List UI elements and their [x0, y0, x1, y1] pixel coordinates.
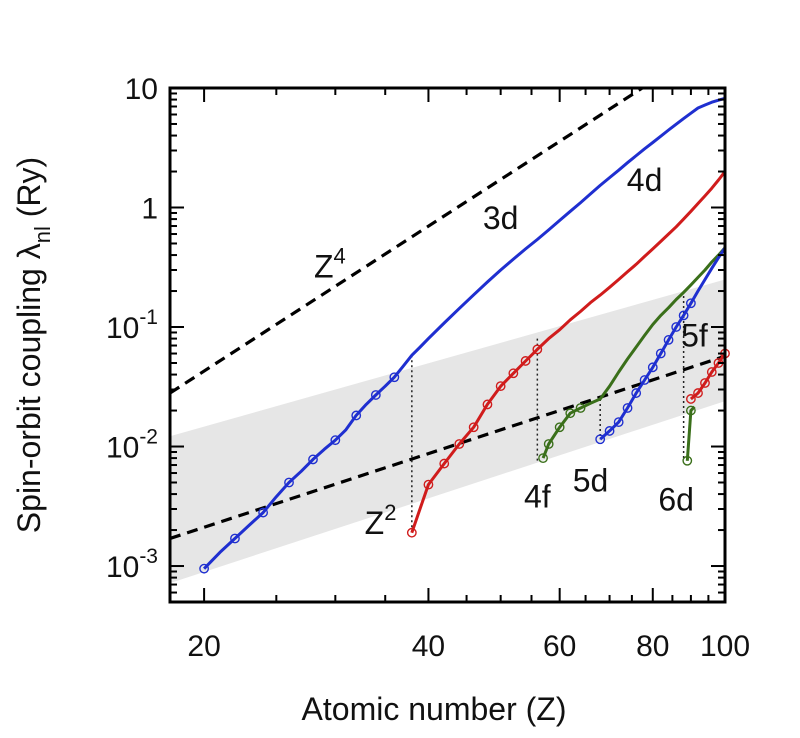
y-axis-label: Spin-orbit coupling λnl (Ry) — [11, 157, 55, 533]
y-axis-label-sub: nl — [30, 226, 55, 243]
curve-label-text: 3d — [483, 200, 519, 236]
series-3-point-7 — [655, 348, 666, 359]
curve-label-7: Z2 — [365, 500, 397, 541]
series-1-point-6 — [495, 381, 506, 392]
series-0-point-5 — [330, 435, 341, 446]
curve-label-text: 4f — [524, 479, 551, 515]
curve-label-6: Z4 — [314, 244, 346, 285]
series-4-point-1 — [685, 405, 696, 416]
series-1-point-1 — [423, 479, 434, 490]
series-1-point-8 — [520, 356, 531, 366]
series-0-point-3 — [284, 477, 294, 488]
series-0-point-2 — [258, 507, 269, 518]
series-0-point-8 — [389, 372, 400, 383]
series-5-point-3 — [706, 367, 717, 377]
series-1-point-0 — [406, 527, 417, 538]
series-3-point-8 — [663, 335, 674, 345]
curve-label-text: Z — [314, 249, 334, 285]
series-3-point-5 — [639, 375, 650, 385]
series-2-point-4 — [575, 403, 586, 413]
y-tick-label-exp: -2 — [139, 426, 158, 449]
series-5-point-0 — [685, 394, 696, 404]
series-1-point-5 — [482, 399, 493, 410]
y-tick-label: 10 — [125, 73, 158, 106]
y-tick-label-exp: -1 — [139, 306, 158, 329]
series-3-point-6 — [647, 362, 658, 373]
series-5-point-1 — [693, 388, 703, 398]
series-4-point-0 — [682, 455, 693, 466]
y-axis-label-main: Spin-orbit coupling λ — [11, 243, 47, 533]
series-3-point-0 — [595, 434, 606, 445]
series-0-point-4 — [308, 454, 318, 465]
y-tick-label: 1 — [141, 193, 158, 226]
series-3-point-2 — [613, 417, 624, 428]
series-1-point-9 — [532, 344, 543, 355]
shaded-band — [170, 279, 725, 584]
series-3-point-1 — [604, 426, 615, 436]
x-tick-label: 60 — [543, 630, 576, 663]
curve-label-1: 4d — [627, 162, 663, 198]
series-2-point-0 — [538, 453, 548, 464]
curve-label-2: 5f — [681, 317, 708, 353]
curve-label-exp: 4 — [334, 244, 346, 269]
y-tick-label-base: 10 — [125, 73, 158, 106]
series-2-point-3 — [565, 408, 576, 419]
plot-area — [170, 88, 730, 584]
curve-label-5: 6d — [658, 482, 694, 518]
series-0-point-1 — [230, 533, 240, 544]
series-line-4 — [685, 405, 696, 461]
series-3-point-11 — [685, 298, 696, 309]
y-tick-label: 10-3 — [106, 545, 158, 584]
curve-label-text: 5d — [573, 462, 609, 498]
series-0-point-6 — [351, 410, 362, 421]
series-3-point-4 — [631, 388, 642, 398]
x-axis-label: Atomic number (Z) — [302, 691, 567, 727]
series-0-point-0 — [199, 563, 210, 574]
series-3-point-10 — [678, 310, 689, 321]
curve-label-text: 4d — [627, 162, 663, 198]
series-3-point-9 — [671, 322, 682, 332]
series-1-point-2 — [439, 458, 450, 469]
y-tick-label-base: 10 — [106, 551, 139, 584]
y-tick-label: 10-1 — [106, 306, 158, 345]
y-axis-label-unit: (Ry) — [11, 157, 47, 226]
x-tick-label: 40 — [412, 630, 445, 663]
series-1-point-3 — [454, 439, 465, 449]
series-1-point-7 — [508, 368, 519, 379]
y-tick-label-base: 1 — [141, 193, 158, 226]
curve-label-4: 5d — [573, 462, 609, 498]
plot-inner — [170, 88, 725, 584]
series-2-point-1 — [543, 439, 554, 449]
y-tick-label: 10-2 — [106, 426, 158, 465]
series-1-point-4 — [468, 422, 479, 433]
series-5-point-2 — [700, 378, 710, 388]
curve-label-0: 3d — [483, 200, 519, 236]
series-3-point-3 — [622, 403, 633, 413]
series-2-point-2 — [554, 422, 565, 433]
curve-label-text: 6d — [658, 482, 694, 518]
curve-label-exp: 2 — [384, 500, 396, 525]
y-tick-label-base: 10 — [106, 312, 139, 345]
x-tick-label: 20 — [187, 630, 220, 663]
y-tick-label-base: 10 — [106, 432, 139, 465]
y-tick-label-exp: -3 — [139, 545, 158, 568]
curve-label-3: 4f — [524, 479, 551, 515]
x-tick-label: 100 — [700, 630, 750, 663]
series-line-3 — [599, 246, 725, 441]
series-0-point-7 — [370, 390, 381, 400]
series-line-5 — [689, 352, 725, 401]
x-tick-label: 80 — [636, 630, 669, 663]
curve-label-text: Z — [365, 505, 385, 541]
series-line-0 — [203, 96, 725, 570]
curve-label-text: 5f — [681, 317, 708, 353]
